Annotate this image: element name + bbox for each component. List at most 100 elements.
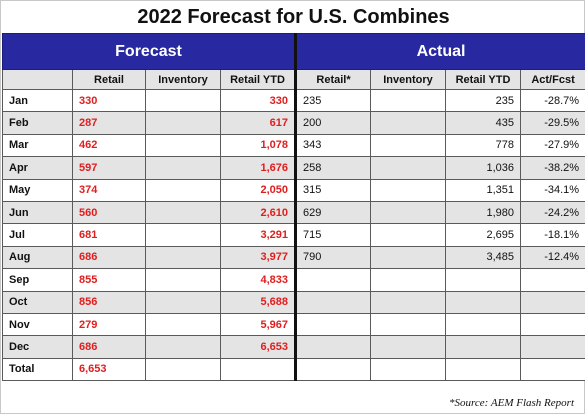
act-fcst-cell: -12.4% [520, 245, 585, 270]
forecast-inventory-cell [145, 133, 221, 158]
month-cell: Oct [2, 290, 73, 314]
act-fcst-cell: -38.2% [520, 156, 585, 180]
table-row: Mar 462 1,078 343 778 -27.9% [2, 133, 585, 158]
actual-inventory-cell [370, 268, 447, 292]
actual-retail-cell: 790 [294, 245, 372, 270]
table-row: Nov 279 5,967 [2, 312, 585, 337]
forecast-inventory-cell [145, 156, 221, 180]
forecast-inventory-cell [145, 312, 221, 337]
act-fcst-cell: -27.9% [520, 133, 585, 158]
forecast-retail-ytd-cell: 2,610 [219, 200, 297, 225]
col-forecast-retail: Retail [72, 69, 146, 90]
month-cell: Jun [2, 200, 73, 225]
actual-inventory-cell [370, 245, 447, 270]
act-fcst-cell: -24.2% [520, 200, 585, 225]
forecast-retail-cell: 686 [72, 245, 146, 270]
month-cell: Nov [2, 312, 73, 337]
actual-inventory-cell [370, 357, 447, 382]
act-fcst-cell: -18.1% [520, 223, 585, 247]
actual-retail-cell [294, 335, 372, 359]
forecast-retail-ytd-cell: 5,967 [219, 312, 297, 337]
actual-retail-ytd-cell: 1,351 [445, 178, 522, 202]
col-actual-inventory: Inventory [370, 69, 447, 90]
actual-retail-cell: 343 [294, 133, 372, 158]
actual-retail-ytd-cell: 1,036 [445, 156, 522, 180]
source-note: *Source: AEM Flash Report [449, 397, 574, 409]
actual-retail-cell [294, 290, 372, 314]
table-row: Aug 686 3,977 790 3,485 -12.4% [2, 245, 585, 270]
actual-inventory-cell [370, 88, 447, 113]
forecast-retail-ytd-cell: 1,676 [219, 156, 297, 180]
col-forecast-inventory: Inventory [145, 69, 221, 90]
forecast-inventory-cell [145, 290, 221, 314]
forecast-inventory-cell [145, 223, 221, 247]
actual-retail-cell: 315 [294, 178, 372, 202]
table-row: Sep 855 4,833 [2, 268, 585, 292]
act-fcst-cell [520, 335, 585, 359]
actual-retail-cell [294, 312, 372, 337]
column-header-row: Retail Inventory Retail YTD Retail* Inve… [2, 69, 585, 90]
act-fcst-cell [520, 312, 585, 337]
group-actual: Actual [294, 33, 585, 70]
forecast-retail-ytd-cell: 2,050 [219, 178, 297, 202]
forecast-inventory-cell [145, 268, 221, 292]
actual-retail-ytd-cell: 235 [445, 88, 522, 113]
forecast-retail-cell: 856 [72, 290, 146, 314]
month-cell: May [2, 178, 73, 202]
forecast-inventory-cell [145, 88, 221, 113]
actual-retail-cell [294, 268, 372, 292]
actual-retail-ytd-cell [445, 290, 522, 314]
forecast-retail-ytd-cell: 4,833 [219, 268, 297, 292]
act-fcst-cell: -34.1% [520, 178, 585, 202]
actual-retail-ytd-cell: 1,980 [445, 200, 522, 225]
actual-retail-ytd-cell: 778 [445, 133, 522, 158]
actual-inventory-cell [370, 200, 447, 225]
actual-inventory-cell [370, 312, 447, 337]
act-fcst-cell [520, 357, 585, 382]
forecast-retail-ytd-cell: 1,078 [219, 133, 297, 158]
table-row: Dec 686 6,653 [2, 335, 585, 359]
forecast-inventory-cell [145, 111, 221, 135]
actual-retail-ytd-cell: 2,695 [445, 223, 522, 247]
page-title: 2022 Forecast for U.S. Combines [137, 6, 450, 28]
month-cell: Jul [2, 223, 73, 247]
col-actual-retail: Retail* [294, 69, 372, 90]
forecast-retail-cell: 597 [72, 156, 146, 180]
col-actual-retail-ytd: Retail YTD [445, 69, 522, 90]
table-row: Total 6,653 [2, 357, 585, 382]
forecast-inventory-cell [145, 178, 221, 202]
forecast-table: Forecast Actual Retail Inventory Retail … [1, 33, 585, 382]
forecast-inventory-cell [145, 200, 221, 225]
col-forecast-retail-ytd: Retail YTD [219, 69, 297, 90]
month-cell: Jan [2, 88, 73, 113]
forecast-inventory-cell [145, 335, 221, 359]
forecast-retail-cell: 560 [72, 200, 146, 225]
act-fcst-cell: -29.5% [520, 111, 585, 135]
table-row: Jan 330 330 235 235 -28.7% [2, 88, 585, 113]
forecast-retail-ytd-cell: 3,291 [219, 223, 297, 247]
table-row: Jul 681 3,291 715 2,695 -18.1% [2, 223, 585, 247]
act-fcst-cell: -28.7% [520, 88, 585, 113]
month-cell: Mar [2, 133, 73, 158]
forecast-retail-cell: 279 [72, 312, 146, 337]
table-row: Jun 560 2,610 629 1,980 -24.2% [2, 200, 585, 225]
month-cell: Dec [2, 335, 73, 359]
actual-retail-cell: 258 [294, 156, 372, 180]
actual-retail-ytd-cell [445, 268, 522, 292]
actual-inventory-cell [370, 290, 447, 314]
actual-inventory-cell [370, 133, 447, 158]
forecast-inventory-cell [145, 245, 221, 270]
forecast-retail-cell: 6,653 [72, 357, 146, 382]
forecast-retail-cell: 462 [72, 133, 146, 158]
group-forecast: Forecast [1, 33, 297, 70]
actual-inventory-cell [370, 223, 447, 247]
month-cell: Sep [2, 268, 73, 292]
actual-retail-cell: 715 [294, 223, 372, 247]
month-cell: Apr [2, 156, 73, 180]
actual-inventory-cell [370, 178, 447, 202]
actual-retail-ytd-cell [445, 357, 522, 382]
actual-retail-ytd-cell: 435 [445, 111, 522, 135]
actual-retail-ytd-cell [445, 312, 522, 337]
col-act-fcst: Act/Fcst [520, 69, 585, 90]
